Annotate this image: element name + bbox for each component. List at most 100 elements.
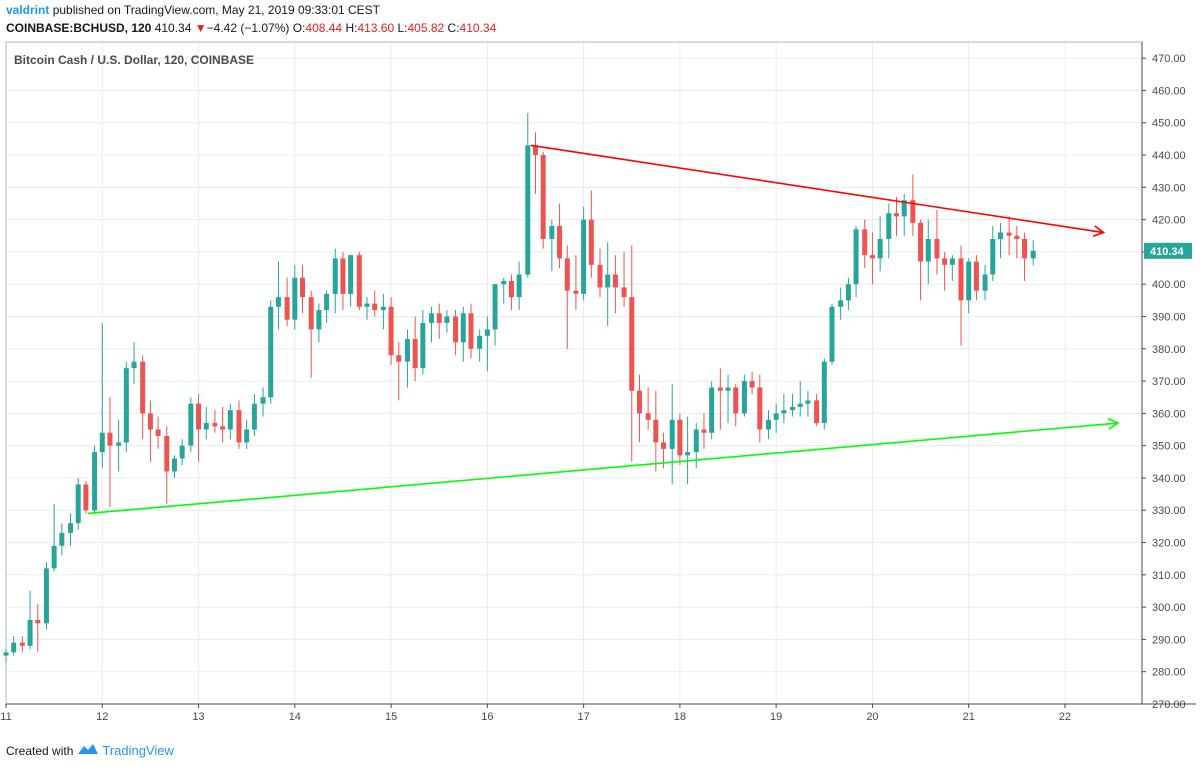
candle [829, 303, 835, 365]
tradingview-brand-link[interactable]: TradingView [102, 743, 174, 758]
candle [164, 426, 170, 504]
candle [35, 603, 41, 653]
x-tick-label: 20 [866, 711, 878, 723]
candle [669, 384, 675, 485]
candle-body [973, 261, 979, 291]
low-label: L: [397, 21, 408, 35]
candle [227, 403, 233, 440]
candle-body [821, 361, 827, 424]
footer: Created with TradingView [6, 742, 174, 759]
y-tick-label: 360.00 [1152, 408, 1186, 420]
candle-body [540, 155, 546, 239]
candle-body [244, 429, 250, 443]
candle-body [388, 306, 394, 356]
candle [1014, 226, 1020, 259]
y-tick-label: 430.00 [1152, 182, 1186, 194]
candle [501, 277, 507, 304]
candle-body [910, 200, 916, 223]
candle [949, 255, 955, 281]
last-price-tag: 410.34 [1144, 242, 1192, 259]
candle [886, 203, 892, 259]
candle [99, 322, 105, 469]
candle [645, 387, 651, 430]
candle-body [677, 419, 683, 456]
candle-body [886, 213, 892, 239]
time-axis: 11 12 13 14 15 16 17 18 19 20 21 22 [0, 704, 1071, 723]
open-value: 408.44 [305, 21, 343, 35]
candle [869, 232, 875, 285]
candle-body [99, 432, 105, 453]
candle-body [942, 258, 948, 265]
candle-body [227, 410, 233, 430]
change-arrow-icon: ▼ [194, 21, 207, 35]
close-label: C: [447, 21, 460, 35]
y-tick-label: 390.00 [1152, 311, 1186, 323]
candle-body [918, 222, 924, 262]
candle [372, 290, 378, 317]
candle-body [685, 452, 691, 456]
candle [188, 397, 194, 453]
y-tick-label: 280.00 [1152, 667, 1186, 679]
author-link[interactable]: valdrint [6, 3, 50, 17]
candle-body [508, 280, 514, 298]
candle [380, 293, 386, 330]
candle [484, 316, 490, 372]
candle-body [749, 381, 755, 388]
y-tick-label: 420.00 [1152, 215, 1186, 227]
candle [123, 361, 129, 453]
candle-body [372, 303, 378, 311]
candle [275, 261, 281, 330]
candle-body [260, 397, 266, 404]
candle-body [773, 413, 779, 420]
candle-body [605, 274, 611, 288]
candle-body [949, 258, 955, 265]
candle [581, 206, 587, 301]
symbol-name: COINBASE:BCHUSD, 120 [6, 21, 152, 35]
candlestick-chart[interactable]: 270.00 280.00 290.00 300.00 310.00 320.00 330.… [0, 0, 1202, 740]
candle-body [340, 258, 346, 294]
candle [348, 255, 354, 307]
candle-body [501, 280, 507, 285]
candle-body [179, 445, 185, 459]
candle [862, 219, 868, 269]
candle-body [549, 226, 555, 239]
candle [107, 397, 113, 508]
candle-body [75, 484, 81, 524]
candle-body [220, 426, 226, 430]
candle-body [516, 274, 522, 298]
candle [934, 209, 940, 275]
candle-body [364, 303, 370, 307]
candle-body [853, 229, 859, 285]
candle-body [188, 403, 194, 446]
candle [990, 226, 996, 281]
candle [557, 203, 563, 269]
candle-body [251, 403, 257, 430]
y-tick-label: 320.00 [1152, 538, 1186, 550]
candle [316, 303, 322, 343]
symbol-info: COINBASE:BCHUSD, 120 410.34 ▼−4.42 (−1.0… [6, 21, 496, 35]
candle-body [147, 413, 153, 430]
candle [92, 445, 98, 514]
candle-body [790, 406, 796, 411]
candle-body [982, 274, 988, 291]
candle [251, 393, 257, 436]
candle [468, 303, 474, 359]
candle-body [741, 381, 747, 414]
candle [588, 190, 594, 278]
candle-body [380, 306, 386, 311]
candle [797, 381, 803, 417]
candle [356, 251, 362, 311]
close-value: 410.34 [459, 21, 497, 35]
candle [845, 277, 851, 311]
candle [308, 290, 314, 378]
candle-body [468, 313, 474, 349]
candle [43, 561, 49, 630]
candle-body [164, 435, 170, 472]
candle [549, 219, 555, 272]
candle [396, 342, 402, 401]
candle-body [492, 284, 498, 330]
candle [59, 523, 65, 556]
candle [709, 381, 715, 440]
candle-body [196, 403, 202, 430]
candle [284, 277, 290, 327]
